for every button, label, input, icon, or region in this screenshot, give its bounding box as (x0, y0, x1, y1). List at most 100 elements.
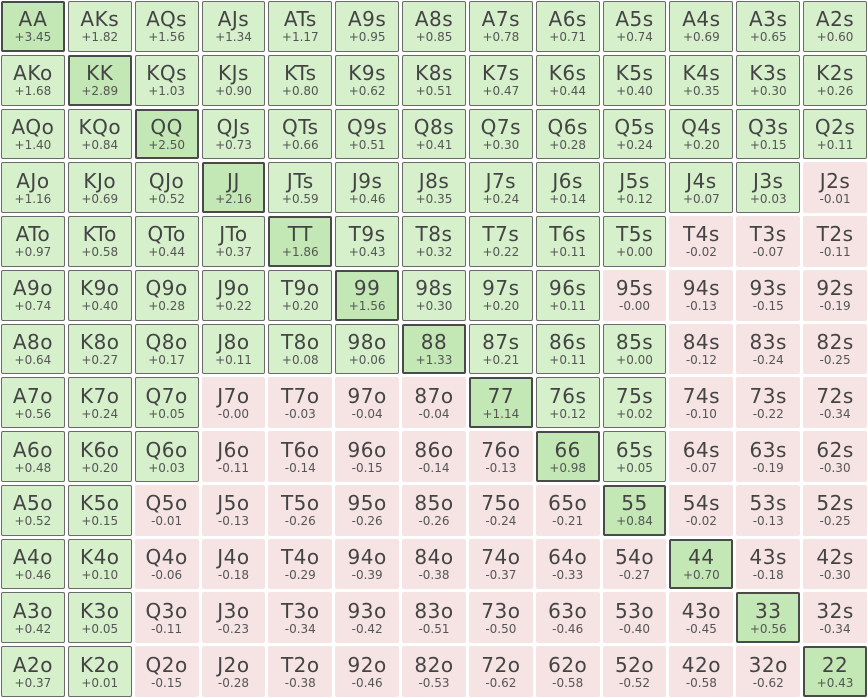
hand-cell[interactable]: T9o +0.20 (268, 269, 333, 321)
hand-cell[interactable]: 96s +0.11 (535, 269, 600, 321)
hand-cell[interactable]: Q2o -0.15 (134, 646, 199, 697)
hand-cell[interactable]: K2o +0.01 (67, 646, 132, 697)
hand-cell[interactable]: J6o -0.11 (201, 431, 266, 482)
hand-cell[interactable]: 75s +0.02 (602, 377, 667, 429)
hand-cell[interactable]: T8s +0.32 (402, 216, 466, 267)
hand-cell[interactable]: 52o -0.52 (602, 646, 667, 697)
hand-cell[interactable]: J7o -0.00 (201, 377, 266, 429)
hand-cell[interactable]: ATs +1.17 (268, 1, 333, 52)
hand-cell[interactable]: 43o -0.45 (669, 592, 734, 644)
hand-cell[interactable]: K7s +0.47 (468, 54, 533, 106)
hand-cell[interactable]: Q2s +0.11 (803, 108, 867, 160)
hand-cell[interactable]: 53s -0.13 (736, 484, 801, 536)
hand-cell[interactable]: AKo +1.68 (1, 54, 65, 106)
hand-cell[interactable]: AQo +1.40 (1, 108, 65, 160)
hand-cell[interactable]: 63o -0.46 (535, 592, 600, 644)
hand-cell[interactable]: 72o -0.62 (468, 646, 533, 697)
hand-cell[interactable]: 55 +0.84 (602, 484, 667, 536)
hand-cell[interactable]: 73s -0.22 (736, 377, 801, 429)
hand-cell[interactable]: AJo +1.16 (1, 162, 65, 214)
hand-cell[interactable]: 93o -0.42 (335, 592, 400, 644)
hand-cell[interactable]: 76o -0.13 (468, 431, 533, 482)
hand-cell[interactable]: KTo +0.58 (67, 216, 132, 267)
hand-cell[interactable]: 97s +0.20 (468, 269, 533, 321)
hand-cell[interactable]: T2o -0.38 (268, 646, 333, 697)
hand-cell[interactable]: TT +1.86 (268, 216, 333, 267)
hand-cell[interactable]: T7s +0.22 (468, 216, 533, 267)
hand-cell[interactable]: T6s +0.11 (535, 216, 600, 267)
hand-cell[interactable]: A7s +0.78 (468, 1, 533, 52)
hand-cell[interactable]: T6o -0.14 (268, 431, 333, 482)
hand-cell[interactable]: KTs +0.80 (268, 54, 333, 106)
hand-cell[interactable]: 43s -0.18 (736, 538, 801, 590)
hand-cell[interactable]: 66 +0.98 (535, 431, 600, 482)
hand-cell[interactable]: T3o -0.34 (268, 592, 333, 644)
hand-cell[interactable]: J3s +0.03 (736, 162, 801, 214)
hand-cell[interactable]: QQ +2.50 (134, 108, 199, 160)
hand-cell[interactable]: A2s +0.60 (803, 1, 867, 52)
hand-cell[interactable]: Q3o -0.11 (134, 592, 199, 644)
hand-cell[interactable]: Q9o +0.28 (134, 269, 199, 321)
hand-cell[interactable]: KJo +0.69 (67, 162, 132, 214)
hand-cell[interactable]: 82o -0.53 (402, 646, 466, 697)
hand-cell[interactable]: QTo +0.44 (134, 216, 199, 267)
hand-cell[interactable]: 99 +1.56 (335, 269, 400, 321)
hand-cell[interactable]: A5s +0.74 (602, 1, 667, 52)
hand-cell[interactable]: 33 +0.56 (736, 592, 801, 644)
hand-cell[interactable]: T4s -0.02 (669, 216, 734, 267)
hand-cell[interactable]: Q8o +0.17 (134, 323, 199, 375)
hand-cell[interactable]: Q6s +0.28 (535, 108, 600, 160)
hand-cell[interactable]: K9s +0.62 (335, 54, 400, 106)
hand-cell[interactable]: T4o -0.29 (268, 538, 333, 590)
hand-cell[interactable]: J3o -0.23 (201, 592, 266, 644)
hand-cell[interactable]: K6s +0.44 (535, 54, 600, 106)
hand-cell[interactable]: T9s +0.43 (335, 216, 400, 267)
hand-cell[interactable]: 62o -0.58 (535, 646, 600, 697)
hand-cell[interactable]: 86o -0.14 (402, 431, 466, 482)
hand-cell[interactable]: T3s -0.07 (736, 216, 801, 267)
hand-cell[interactable]: K3o +0.05 (67, 592, 132, 644)
hand-cell[interactable]: K4s +0.35 (669, 54, 734, 106)
hand-cell[interactable]: 87s +0.21 (468, 323, 533, 375)
hand-cell[interactable]: A8s +0.85 (402, 1, 466, 52)
hand-cell[interactable]: A3o +0.42 (1, 592, 65, 644)
hand-cell[interactable]: 96o -0.15 (335, 431, 400, 482)
hand-cell[interactable]: Q5o -0.01 (134, 484, 199, 536)
hand-cell[interactable]: 44 +0.70 (669, 538, 734, 590)
hand-cell[interactable]: 64s -0.07 (669, 431, 734, 482)
hand-cell[interactable]: JTs +0.59 (268, 162, 333, 214)
hand-cell[interactable]: T7o -0.03 (268, 377, 333, 429)
hand-cell[interactable]: J4s +0.07 (669, 162, 734, 214)
hand-cell[interactable]: T2s -0.11 (803, 216, 867, 267)
hand-cell[interactable]: 54o -0.27 (602, 538, 667, 590)
hand-cell[interactable]: A7o +0.56 (1, 377, 65, 429)
hand-cell[interactable]: K6o +0.20 (67, 431, 132, 482)
hand-cell[interactable]: A4o +0.46 (1, 538, 65, 590)
hand-cell[interactable]: Q8s +0.41 (402, 108, 466, 160)
hand-cell[interactable]: Q4o -0.06 (134, 538, 199, 590)
hand-cell[interactable]: 64o -0.33 (535, 538, 600, 590)
hand-cell[interactable]: J2o -0.28 (201, 646, 266, 697)
hand-cell[interactable]: 65s +0.05 (602, 431, 667, 482)
hand-cell[interactable]: 94s -0.13 (669, 269, 734, 321)
hand-cell[interactable]: 85o -0.26 (402, 484, 466, 536)
hand-cell[interactable]: K8o +0.27 (67, 323, 132, 375)
hand-cell[interactable]: J8s +0.35 (402, 162, 466, 214)
hand-cell[interactable]: 32o -0.62 (736, 646, 801, 697)
hand-cell[interactable]: K3s +0.30 (736, 54, 801, 106)
hand-cell[interactable]: Q6o +0.03 (134, 431, 199, 482)
hand-cell[interactable]: 83s -0.24 (736, 323, 801, 375)
hand-cell[interactable]: 62s -0.30 (803, 431, 867, 482)
hand-cell[interactable]: Q5s +0.24 (602, 108, 667, 160)
hand-cell[interactable]: ATo +0.97 (1, 216, 65, 267)
hand-cell[interactable]: A4s +0.69 (669, 1, 734, 52)
hand-cell[interactable]: A5o +0.52 (1, 484, 65, 536)
hand-cell[interactable]: KQo +0.84 (67, 108, 132, 160)
hand-cell[interactable]: KK +2.89 (67, 54, 132, 106)
hand-cell[interactable]: 86s +0.11 (535, 323, 600, 375)
hand-cell[interactable]: 82s -0.25 (803, 323, 867, 375)
hand-cell[interactable]: AQs +1.56 (134, 1, 199, 52)
hand-cell[interactable]: Q9s +0.51 (335, 108, 400, 160)
hand-cell[interactable]: 65o -0.21 (535, 484, 600, 536)
hand-cell[interactable]: 42s -0.30 (803, 538, 867, 590)
